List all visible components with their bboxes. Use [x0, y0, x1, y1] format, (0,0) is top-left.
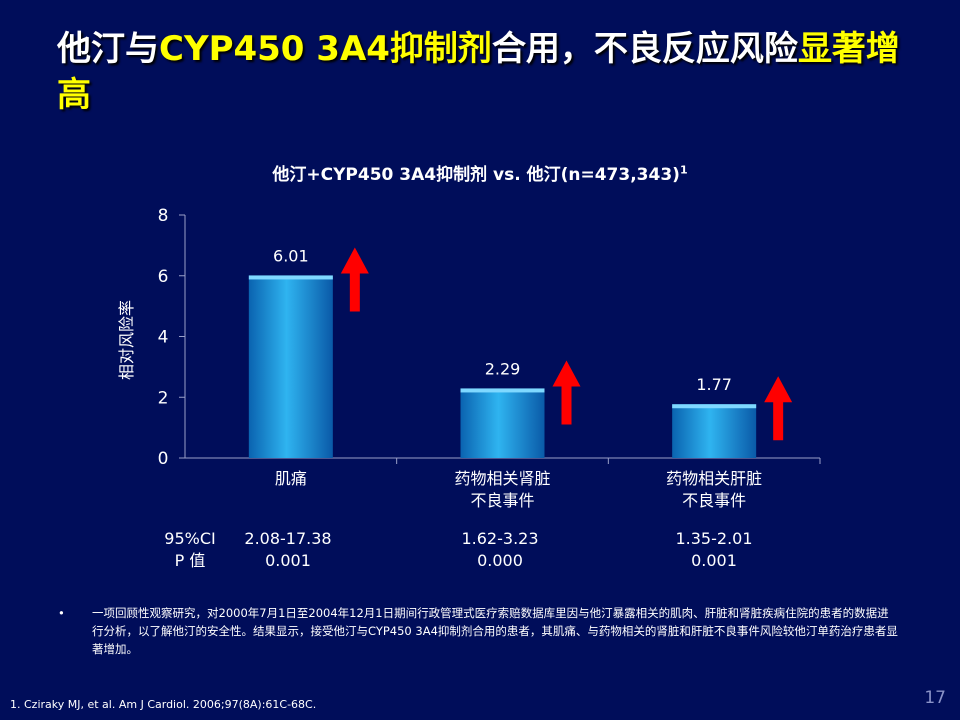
category-label: 药物相关肾脏: [454, 469, 550, 488]
title-part-highlight: 显著增高: [57, 29, 900, 115]
y-tick-label: 0: [158, 449, 169, 469]
data-label: 6.01: [273, 246, 309, 265]
p-value: 0.001: [691, 551, 737, 570]
footnote: 1. Cziraky MJ, et al. Am J Cardiol. 2006…: [10, 698, 317, 711]
chart-title-text: 他汀+CYP450 3A4抑制剂 vs. 他汀(n=473,343): [272, 165, 680, 185]
y-tick-label: 4: [158, 328, 169, 348]
category-label: 肌痛: [275, 469, 307, 488]
category-label: 不良事件: [682, 491, 746, 510]
category-label: 药物相关肝脏: [666, 469, 762, 488]
p-value: 0.001: [265, 551, 311, 570]
title-part: 合用，不良反应风险: [491, 29, 798, 69]
stats-column: 2.08-17.38 0.001: [228, 528, 348, 572]
ci-value: 1.35-2.01: [675, 529, 753, 548]
y-axis-label: 相对风险率: [117, 300, 136, 380]
up-arrow-icon: [552, 360, 581, 425]
stats-column: 1.62-3.23 0.000: [440, 528, 560, 572]
bar: [248, 275, 333, 458]
title-part: 他汀与: [57, 29, 159, 69]
bar-top: [460, 388, 545, 393]
bar: [672, 404, 757, 458]
y-tick-label: 2: [158, 388, 169, 408]
stats-labels: 95%CI P 值: [150, 528, 230, 572]
data-label: 2.29: [485, 359, 521, 378]
bar-top: [248, 275, 333, 280]
bullet-list: • 一项回顾性观察研究，对2000年7月1日至2004年12月1日期间行政管理式…: [58, 604, 900, 658]
page-title: 他汀与CYP450 3A4抑制剂合用，不良反应风险显著增高: [57, 26, 917, 118]
title-part-highlight: CYP450 3A4抑制剂: [159, 29, 492, 69]
page-number: 17: [924, 688, 946, 708]
p-value: 0.000: [477, 551, 523, 570]
stats-column: 1.35-2.01 0.001: [654, 528, 774, 572]
p-label: P 值: [174, 551, 206, 570]
ci-value: 2.08-17.38: [244, 529, 332, 548]
category-label: 不良事件: [470, 491, 534, 510]
bar-top: [672, 404, 757, 409]
bar: [460, 388, 545, 458]
chart-title-superscript: 1: [679, 163, 688, 177]
data-label: 1.77: [696, 375, 732, 394]
ci-label: 95%CI: [164, 529, 216, 548]
chart-title: 他汀+CYP450 3A4抑制剂 vs. 他汀(n=473,343)1: [0, 160, 960, 185]
up-arrow-icon: [340, 247, 369, 312]
up-arrow-icon: [764, 376, 793, 441]
y-tick-label: 6: [158, 267, 169, 287]
y-tick-label: 8: [158, 206, 169, 226]
bullet-text: 一项回顾性观察研究，对2000年7月1日至2004年12月1日期间行政管理式医疗…: [92, 606, 898, 656]
ci-value: 1.62-3.23: [461, 529, 539, 548]
bullet-dot: •: [58, 606, 65, 620]
